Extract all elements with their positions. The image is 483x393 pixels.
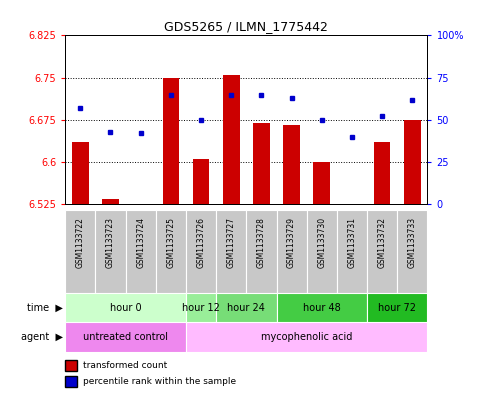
Bar [65, 293, 186, 322]
Bar [223, 75, 240, 204]
Text: percentile rank within the sample: percentile rank within the sample [83, 377, 236, 386]
Bar [367, 210, 397, 293]
Bar [276, 210, 307, 293]
Bar [126, 210, 156, 293]
Bar [246, 210, 276, 293]
Bar [186, 322, 427, 352]
Text: GSM1133722: GSM1133722 [76, 217, 85, 268]
Text: hour 12: hour 12 [182, 303, 220, 312]
Bar [72, 142, 88, 204]
Text: hour 0: hour 0 [110, 303, 142, 312]
Bar [313, 162, 330, 204]
Text: hour 48: hour 48 [303, 303, 341, 312]
Bar [367, 293, 427, 322]
Text: transformed count: transformed count [83, 361, 167, 370]
Text: agent  ▶: agent ▶ [21, 332, 63, 342]
Text: GSM1133731: GSM1133731 [347, 217, 356, 268]
Bar [65, 210, 96, 293]
Bar [253, 123, 270, 204]
Text: GSM1133732: GSM1133732 [378, 217, 387, 268]
Bar [397, 210, 427, 293]
Bar [307, 210, 337, 293]
Bar [276, 293, 367, 322]
Text: GSM1133723: GSM1133723 [106, 217, 115, 268]
Text: hour 24: hour 24 [227, 303, 265, 312]
Text: time  ▶: time ▶ [27, 303, 63, 312]
Bar [193, 159, 209, 204]
Bar [96, 210, 126, 293]
Text: GSM1133729: GSM1133729 [287, 217, 296, 268]
Bar [163, 77, 179, 204]
Text: GSM1133725: GSM1133725 [166, 217, 175, 268]
Text: GSM1133730: GSM1133730 [317, 217, 327, 268]
Text: hour 72: hour 72 [378, 303, 416, 312]
Text: GSM1133724: GSM1133724 [136, 217, 145, 268]
Text: GSM1133728: GSM1133728 [257, 217, 266, 268]
Text: GSM1133726: GSM1133726 [197, 217, 206, 268]
Bar [216, 210, 246, 293]
Bar [186, 210, 216, 293]
Text: mycophenolic acid: mycophenolic acid [261, 332, 353, 342]
Bar [186, 293, 216, 322]
Text: GSM1133727: GSM1133727 [227, 217, 236, 268]
Bar [374, 142, 390, 204]
Bar [337, 210, 367, 293]
Bar [216, 293, 276, 322]
Bar [284, 125, 300, 204]
Title: GDS5265 / ILMN_1775442: GDS5265 / ILMN_1775442 [164, 20, 328, 33]
Bar [156, 210, 186, 293]
Bar [102, 199, 119, 204]
Bar [404, 120, 421, 204]
Bar [65, 322, 186, 352]
Text: untreated control: untreated control [83, 332, 168, 342]
Text: GSM1133733: GSM1133733 [408, 217, 417, 268]
